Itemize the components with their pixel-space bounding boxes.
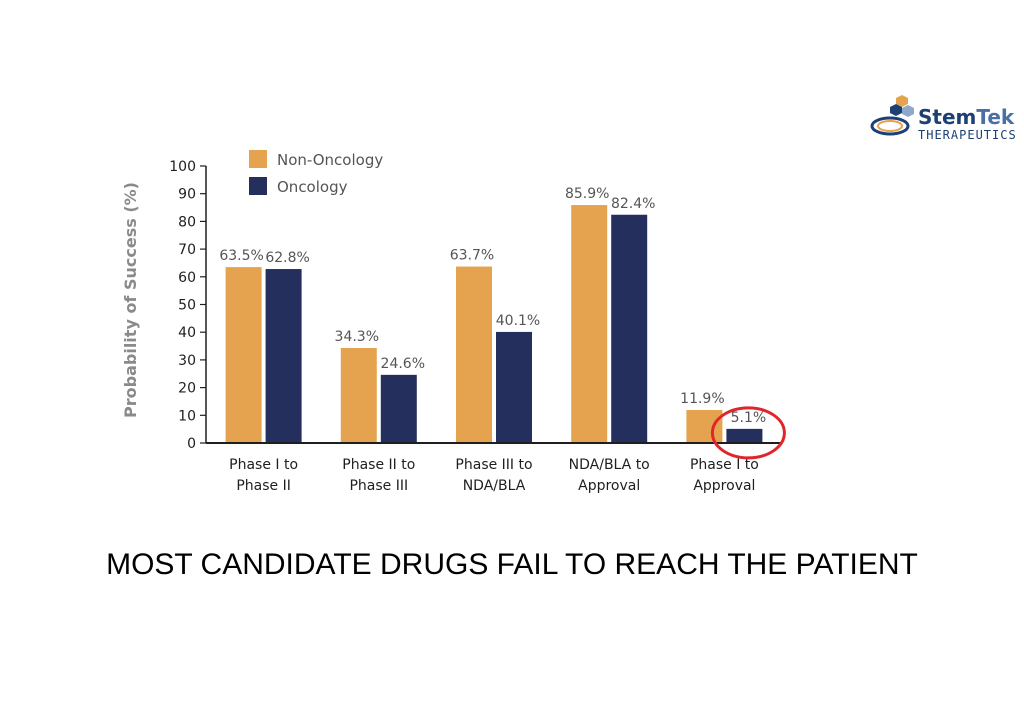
- data-label: 24.6%: [381, 356, 425, 372]
- y-tick-label: 10: [178, 408, 196, 424]
- data-label: 63.7%: [450, 248, 494, 264]
- y-axis-title: Probability of Success (%): [121, 182, 140, 418]
- bar-non-oncology: [225, 267, 262, 443]
- data-label: 40.1%: [496, 313, 540, 329]
- y-tick-label: 40: [178, 325, 196, 341]
- bar-non-oncology: [571, 205, 608, 443]
- category-label: Approval: [578, 478, 640, 494]
- category-label: Phase III: [349, 478, 408, 494]
- data-label: 34.3%: [335, 329, 379, 345]
- bar-chart: Probability of Success (%) 0 10 20 30 40 50 60…: [121, 150, 786, 494]
- category-label: Phase III to: [455, 457, 532, 473]
- bar-oncology: [726, 428, 763, 443]
- highlight-circle-icon: [710, 406, 786, 460]
- bar-oncology: [380, 374, 417, 443]
- category-label: Phase I to: [229, 457, 298, 473]
- logo-ring-icon: [870, 116, 910, 136]
- legend-label: Non-Oncology: [277, 151, 383, 169]
- logo-hexagon-icon: [902, 105, 914, 117]
- highlight-circle: [710, 406, 786, 460]
- category-label: Phase I to: [690, 457, 759, 473]
- y-tick-label: 80: [178, 214, 196, 230]
- category-label: Phase II: [236, 478, 291, 494]
- data-label: 85.9%: [565, 186, 609, 202]
- legend-swatch: [249, 150, 267, 168]
- y-tick-label: 100: [169, 159, 196, 175]
- bar-oncology: [611, 214, 648, 443]
- value-labels: 63.5% 62.8% 34.3%24.6% 63.7% 40.1% 85.9%82.4%…: [219, 186, 766, 426]
- category-label: Phase II to: [342, 457, 415, 473]
- slide-headline: MOST CANDIDATE DRUGS FAIL TO REACH THE P…: [106, 548, 918, 581]
- data-label: 62.8%: [265, 250, 309, 266]
- logo-tagline: THERAPEUTICS: [918, 128, 1017, 142]
- axes: [205, 166, 782, 444]
- y-axis-label: Probability of Success (%): [121, 182, 140, 418]
- y-tick-label: 50: [178, 298, 196, 314]
- logo-hexagon-icon: [890, 104, 902, 116]
- y-tick-label: 20: [178, 381, 196, 397]
- y-tick-label: 0: [187, 436, 196, 452]
- legend-swatch: [249, 177, 267, 195]
- category-labels: Phase I to Phase II Phase II to Phase III Ph…: [229, 457, 759, 494]
- legend-label: Oncology: [277, 178, 348, 196]
- category-label: NDA/BLA to: [569, 457, 650, 473]
- data-label: 11.9%: [680, 391, 724, 407]
- category-label: Approval: [693, 478, 755, 494]
- data-label: 5.1%: [731, 410, 767, 426]
- category-label: NDA/BLA: [463, 478, 526, 494]
- logo-inner-ring-icon: [877, 120, 903, 132]
- bar-non-oncology: [456, 266, 492, 443]
- bars: [225, 205, 763, 443]
- stemtek-logo: StemTek THERAPEUTICS: [870, 95, 1017, 142]
- data-label: 63.5%: [219, 248, 263, 264]
- y-tick-label: 90: [178, 187, 196, 203]
- y-axis-ticks: 0 10 20 30 40 50 60 70 80 90 100: [169, 159, 206, 452]
- logo-brand-text: StemTek: [918, 105, 1015, 129]
- y-tick-label: 70: [178, 242, 196, 258]
- data-label: 82.4%: [611, 196, 655, 212]
- bar-non-oncology: [340, 347, 377, 443]
- bar-non-oncology: [686, 410, 723, 443]
- bar-oncology: [496, 331, 532, 443]
- legend: Non-Oncology Oncology: [249, 150, 383, 196]
- y-tick-label: 60: [178, 270, 196, 286]
- logo-hexagon-icon: [896, 95, 908, 107]
- bar-oncology: [265, 269, 302, 443]
- y-tick-label: 30: [178, 353, 196, 369]
